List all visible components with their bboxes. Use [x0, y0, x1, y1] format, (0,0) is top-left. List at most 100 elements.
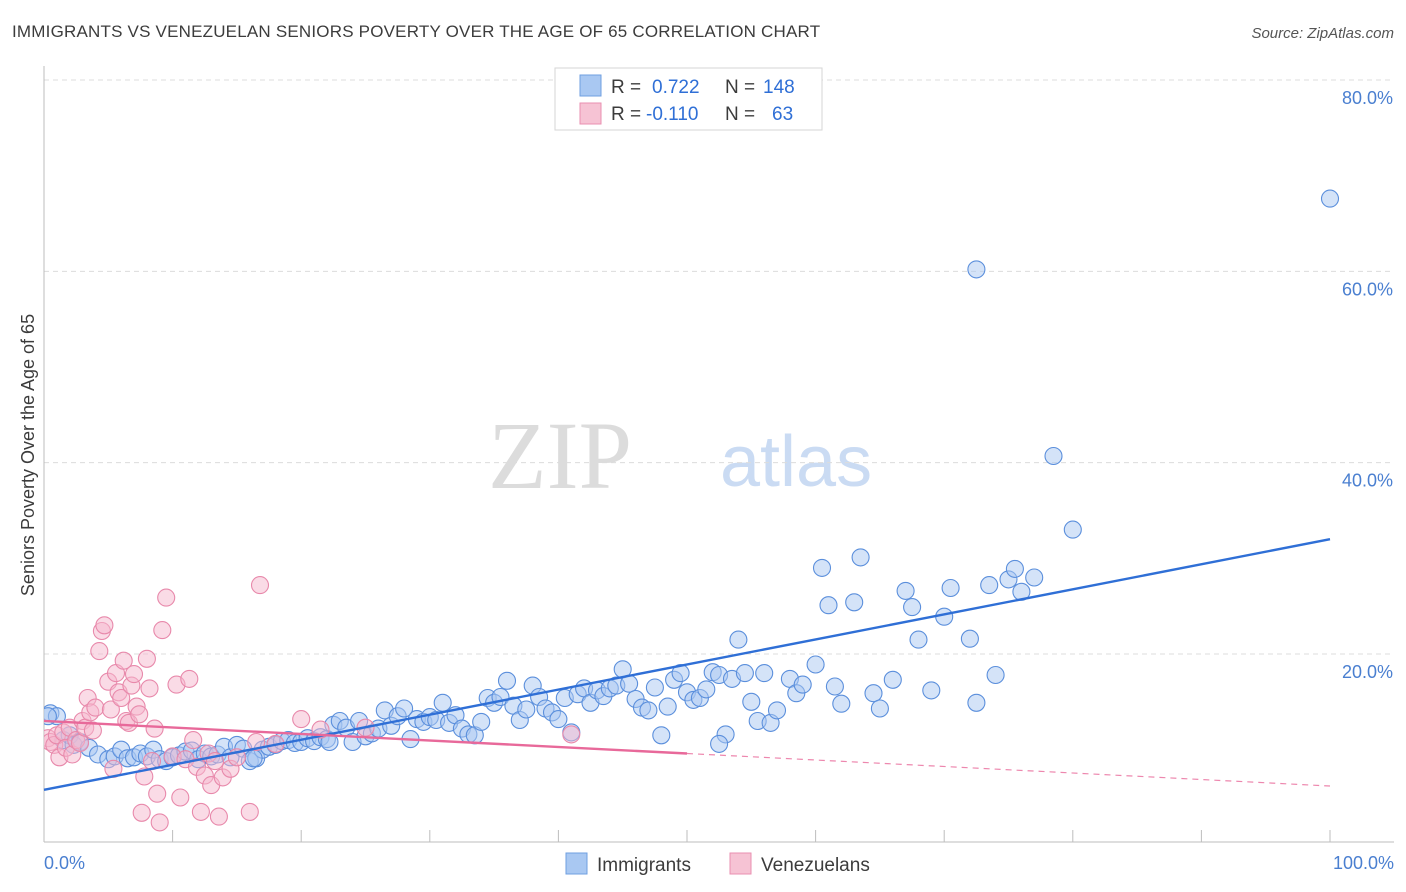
- immigrants-point: [896, 581, 915, 600]
- immigrants-point: [851, 548, 870, 567]
- venezuelans-point: [90, 642, 109, 661]
- y-tick-label: 60.0%: [1342, 279, 1393, 299]
- immigrants-point: [755, 664, 774, 683]
- immigrants-point: [1063, 520, 1082, 539]
- legend-r-label-immigrants: R =: [611, 77, 641, 98]
- immigrants-point: [967, 693, 986, 712]
- bottom-legend-swatch-venezuelans: [729, 852, 752, 875]
- immigrants-point: [883, 670, 902, 689]
- immigrants-point: [652, 726, 671, 745]
- venezuelans-point: [137, 649, 156, 668]
- immigrants-point: [980, 576, 999, 595]
- immigrants-point: [433, 693, 452, 712]
- immigrants-point: [639, 701, 658, 720]
- immigrants-point: [472, 712, 491, 731]
- y-axis-label: Seniors Poverty Over the Age of 65: [18, 314, 38, 596]
- immigrants-point: [710, 734, 729, 753]
- immigrants-point: [864, 684, 883, 703]
- venezuelans-point: [140, 679, 159, 698]
- watermark: ZIP atlas: [488, 402, 872, 509]
- y-tick-label: 80.0%: [1342, 88, 1393, 108]
- venezuelans-point: [250, 576, 270, 595]
- venezuelans-point: [112, 688, 131, 708]
- y-tick-label: 20.0%: [1342, 662, 1393, 682]
- venezuelans-point: [191, 802, 210, 821]
- immigrants-point: [845, 593, 864, 612]
- immigrants-point: [1044, 446, 1063, 466]
- immigrants-point: [922, 681, 941, 700]
- x-axis-ticks: [43, 830, 1331, 842]
- venezuelans-point: [124, 665, 144, 684]
- immigrants-point: [742, 692, 761, 711]
- legend-r-value-venezuelans: -0.110: [646, 104, 698, 125]
- immigrants-point: [729, 630, 748, 649]
- bottom-legend-label-immigrants: Immigrants: [597, 855, 691, 876]
- legend-n-label-venezuelans: N =: [725, 104, 755, 125]
- immigrants-point: [767, 701, 787, 720]
- venezuelans-point: [101, 700, 120, 719]
- immigrants-point: [645, 678, 664, 697]
- bottom-legend-swatch-immigrants: [565, 852, 588, 875]
- immigrants-point: [395, 699, 414, 718]
- immigrants-point: [909, 630, 928, 649]
- immigrants-point: [244, 749, 263, 768]
- immigrants-point: [941, 578, 960, 598]
- venezuelans-point: [247, 732, 266, 752]
- venezuelans-point: [145, 719, 164, 738]
- venezuelans-point: [292, 710, 311, 729]
- data-points: [44, 189, 1340, 832]
- immigrants-point: [825, 677, 844, 696]
- immigrants-point: [1320, 189, 1340, 208]
- axes: [43, 66, 1394, 843]
- venezuelans-point: [95, 616, 114, 635]
- y-tick-label: 40.0%: [1342, 471, 1393, 491]
- immigrants-point: [793, 675, 812, 694]
- immigrants-point: [986, 665, 1005, 685]
- bottom-legend: Immigrants Venezuelans: [565, 852, 870, 876]
- immigrants-point: [832, 694, 851, 713]
- immigrants-point: [497, 671, 517, 690]
- immigrants-point: [903, 598, 922, 617]
- bottom-legend-label-venezuelans: Venezuelans: [761, 855, 870, 876]
- y-axis-tick-labels: 20.0% 40.0% 60.0% 80.0%: [1342, 88, 1393, 682]
- immigrants-point: [812, 558, 832, 577]
- venezuelans-point: [171, 788, 190, 807]
- venezuelans-point: [157, 588, 176, 607]
- immigrants-point: [819, 596, 838, 615]
- venezuelans-point: [153, 621, 172, 640]
- venezuelans-point: [209, 807, 228, 826]
- immigrants-point: [735, 664, 754, 683]
- source-label: Source: ZipAtlas.com: [1251, 25, 1394, 42]
- trend-line-venezuelans: [43, 719, 688, 755]
- immigrants-point: [806, 655, 825, 674]
- venezuelans-point: [86, 698, 105, 717]
- venezuelans-point: [184, 731, 203, 750]
- immigrants-point: [517, 700, 536, 719]
- legend-r-value-immigrants: 0.722: [652, 77, 700, 98]
- x-tick-label-min: 0.0%: [44, 853, 85, 873]
- venezuelans-point: [180, 669, 199, 688]
- venezuelans-point: [70, 733, 90, 753]
- legend-n-label-immigrants: N =: [725, 77, 755, 98]
- trend-line-immigrants: [43, 538, 1331, 792]
- immigrants-point: [1025, 568, 1044, 587]
- immigrants-point: [870, 699, 889, 718]
- venezuelans-point: [150, 813, 169, 832]
- immigrants-point: [967, 260, 986, 279]
- venezuelans-point: [132, 803, 151, 822]
- venezuelans-point: [562, 725, 581, 744]
- venezuelans-point: [130, 705, 149, 724]
- venezuelans-point: [114, 651, 133, 670]
- legend-n-value-immigrants: 148: [763, 77, 795, 98]
- immigrants-point: [1005, 559, 1024, 578]
- legend-r-label-venezuelans: R =: [611, 104, 641, 125]
- chart-title: IMMIGRANTS VS VENEZUELAN SENIORS POVERTY…: [12, 22, 821, 41]
- x-tick-label-max: 100.0%: [1333, 853, 1394, 873]
- legend: R = 0.722 N = 148 R = -0.110 N = 63: [554, 67, 823, 131]
- immigrants-point: [549, 710, 568, 729]
- immigrants-point: [697, 680, 716, 699]
- watermark-atlas: atlas: [720, 422, 872, 502]
- trend-lines: [43, 538, 1331, 792]
- watermark-zip: ZIP: [488, 402, 632, 509]
